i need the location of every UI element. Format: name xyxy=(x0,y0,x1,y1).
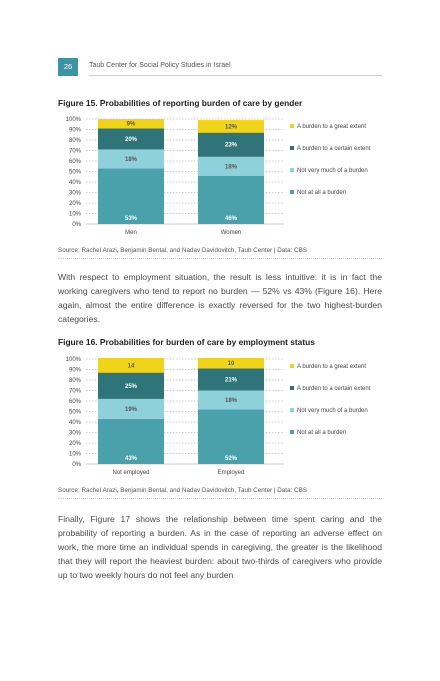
legend-label: Not very much of a burden xyxy=(297,408,368,414)
y-tick-label: 100% xyxy=(66,357,82,363)
legend-label: A burden to a certain extent xyxy=(297,146,371,152)
data-label: 21% xyxy=(225,377,238,383)
y-tick-label: 40% xyxy=(69,420,82,426)
x-tick-label: Not employed xyxy=(112,470,149,476)
data-label: 19% xyxy=(125,407,138,413)
y-tick-label: 100% xyxy=(66,117,82,123)
y-tick-label: 40% xyxy=(69,180,82,186)
figure-16-title: Figure 16. Probabilities for burden of c… xyxy=(58,337,382,347)
y-tick-label: 70% xyxy=(69,149,82,155)
y-tick-label: 50% xyxy=(69,410,82,416)
header-divider xyxy=(89,75,382,76)
legend-label: A burden to a certain extent xyxy=(297,386,371,392)
y-tick-label: 60% xyxy=(69,159,82,165)
y-tick-label: 0% xyxy=(72,462,81,468)
legend-swatch xyxy=(290,430,294,434)
legend-label: Not very much of a burden xyxy=(297,168,368,174)
y-tick-label: 20% xyxy=(69,441,82,447)
legend-swatch xyxy=(290,168,294,172)
data-label: 9% xyxy=(127,122,136,128)
data-label: 46% xyxy=(225,216,238,222)
figure-16-source: Source: Rachel Arazi, Benjamin Bental, a… xyxy=(58,487,382,494)
y-tick-label: 0% xyxy=(72,222,81,228)
figure-16-svg: 0% 10% 20% 30% 40% 50% 60% 70% 80% 90% 100% 43% 19% 2… xyxy=(58,354,382,478)
data-label: 20% xyxy=(125,137,138,143)
data-label: 53% xyxy=(125,216,138,222)
y-tick-label: 90% xyxy=(69,128,82,134)
data-label: 18% xyxy=(225,164,238,170)
figure-16-chart: 0% 10% 20% 30% 40% 50% 60% 70% 80% 90% 100% 43% 19% 2… xyxy=(58,354,382,478)
figure-15-svg: 0% 10% 20% 30% 40% 50% 60% 70% 80% 90% 100% 53% 18% 2… xyxy=(58,114,382,238)
legend-swatch xyxy=(290,408,294,412)
y-tick-label: 80% xyxy=(69,378,82,384)
x-tick-label: Men xyxy=(125,230,137,236)
header-title: Taub Center for Social Policy Studies in… xyxy=(89,62,231,69)
figure-15-source-divider xyxy=(58,258,382,259)
figure-15-title: Figure 15. Probabilities of reporting bu… xyxy=(58,98,382,108)
x-tick-label: Women xyxy=(221,230,242,236)
data-label: 10 xyxy=(228,361,235,367)
page-header: 26 Taub Center for Social Policy Studies… xyxy=(58,58,382,76)
legend-label: Not at all a burden xyxy=(297,190,346,196)
legend-swatch xyxy=(290,364,294,368)
y-tick-label: 30% xyxy=(69,191,82,197)
legend-swatch xyxy=(290,124,294,128)
y-tick-label: 20% xyxy=(69,201,82,207)
legend-swatch xyxy=(290,146,294,150)
legend-label: A burden to a great extent xyxy=(297,124,366,130)
y-tick-label: 10% xyxy=(69,452,82,458)
y-tick-label: 50% xyxy=(69,170,82,176)
data-label: 25% xyxy=(125,384,138,390)
y-tick-label: 60% xyxy=(69,399,82,405)
paragraph-employment: With respect to employment situation, th… xyxy=(58,270,382,326)
y-tick-label: 80% xyxy=(69,138,82,144)
y-tick-label: 70% xyxy=(69,389,82,395)
page-number: 26 xyxy=(58,58,78,76)
y-tick-label: 90% xyxy=(69,368,82,374)
figure-15-chart: 0% 10% 20% 30% 40% 50% 60% 70% 80% 90% 100% 53% 18% 2… xyxy=(58,114,382,238)
data-label: 18% xyxy=(225,398,238,404)
legend-swatch xyxy=(290,190,294,194)
data-label: 18% xyxy=(125,157,138,163)
legend-label: A burden to a great extent xyxy=(297,364,366,370)
y-tick-label: 30% xyxy=(69,431,82,437)
paragraph-time-spent: Finally, Figure 17 shows the relationshi… xyxy=(58,512,382,582)
y-tick-label: 10% xyxy=(69,212,82,218)
data-label: 23% xyxy=(225,143,238,149)
data-label: 43% xyxy=(125,456,138,462)
data-label: 12% xyxy=(225,124,238,130)
data-label: 14 xyxy=(128,363,135,369)
legend-swatch xyxy=(290,386,294,390)
figure-16-source-divider xyxy=(58,498,382,499)
legend-label: Not at all a burden xyxy=(297,430,346,436)
x-tick-label: Employed xyxy=(218,470,245,476)
figure-15-source: Source: Rachel Arazi, Benjamin Bental, a… xyxy=(58,247,382,254)
data-label: 52% xyxy=(225,456,238,462)
